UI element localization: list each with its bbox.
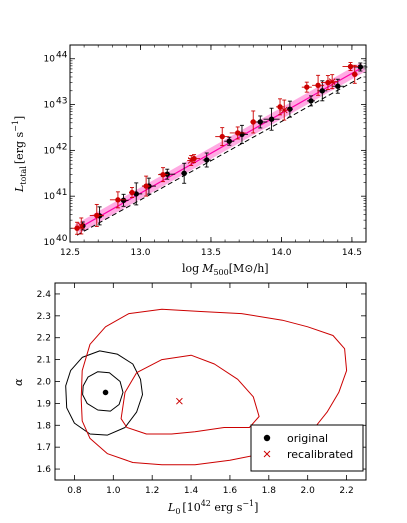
top-plot-frame: [69, 44, 367, 243]
bottom-contours: [65, 308, 348, 466]
top-y-tick-exponent: 41: [56, 188, 67, 198]
recalibrated-x-mark: [77, 222, 85, 230]
top-y-tick-label: 10: [44, 192, 56, 202]
original-point: [120, 197, 127, 204]
recalibrated-best-fit-mark: [176, 397, 183, 405]
top-x-tick-label: 12.5: [60, 248, 80, 258]
top-y-axis-label: Ltotal[erg s−1]: [11, 116, 28, 193]
recalibrated-point: [315, 82, 321, 89]
top-x-tick-label: 13.5: [201, 248, 221, 258]
recalibrated-point: [352, 71, 358, 78]
top-y-tick-exponent: 43: [56, 97, 67, 107]
original-point: [308, 98, 314, 104]
legend-recalibrated-marker: [263, 450, 271, 458]
bottom-x-axis-label: L0 [1042 erg s−1]: [167, 499, 258, 516]
bottom-x-tick-label: 0.8: [67, 486, 82, 496]
recalibrated-point: [277, 104, 283, 110]
original-point: [164, 171, 170, 177]
recalibrated-confidence-contour: [120, 354, 260, 435]
top-y-tick-label: 10: [44, 55, 56, 65]
recalibrated-point: [74, 225, 80, 231]
top-data-marks: [71, 62, 368, 235]
legend: original recalibrated: [250, 424, 364, 472]
recalibrated-x-mark: [280, 106, 288, 114]
legend-box: [250, 424, 364, 472]
bottom-y-tick-label: 1.8: [37, 421, 52, 431]
recalibrated-point: [347, 63, 354, 70]
recalibrated-point: [143, 183, 149, 189]
original-point: [357, 64, 364, 70]
top-x-tick-label: 14.5: [342, 248, 362, 258]
original-point: [319, 88, 326, 94]
bottom-y-tick-label: 2.2: [37, 334, 51, 344]
bottom-x-tick-label: 2.0: [301, 486, 316, 496]
recalibrated-point: [191, 155, 197, 162]
original-point: [287, 106, 293, 112]
bottom-x-tick-label: 1.2: [145, 486, 159, 496]
bottom-y-tick-label: 2.3: [37, 312, 51, 322]
bottom-data-marks: [102, 389, 183, 405]
top-x-tick-label: 14.0: [271, 248, 291, 258]
original-point: [257, 119, 263, 125]
original-confidence-contour: [82, 371, 124, 412]
top-x-tick-label: 13.0: [130, 248, 150, 258]
original-point: [204, 157, 210, 163]
top-y-tick-label: 10: [44, 101, 56, 111]
bottom-x-tick-label: 1.6: [223, 486, 238, 496]
top-y-tick-exponent: 44: [56, 51, 68, 61]
top-y-tick-exponent: 42: [56, 142, 67, 152]
bottom-axis-ticks: 0.8 1.0 1.2 1.4 1.6 1.8 2.0 2.2 1.6 1.7 1.8 1.9 2.0 2…: [37, 283, 366, 496]
recalibrated-point: [304, 84, 310, 90]
bottom-y-tick-label: 2.0: [37, 378, 52, 388]
bottom-x-tick-label: 1.4: [184, 486, 199, 496]
recalibrated-x-mark: [328, 78, 336, 86]
recalibrated-point: [94, 212, 100, 219]
original-confidence-contour: [65, 350, 143, 436]
bottom-x-tick-label: 1.8: [262, 486, 277, 496]
top-dashed-relation: [76, 75, 364, 236]
legend-original-marker: [263, 434, 271, 442]
top-y-tick-label: 10: [44, 238, 56, 248]
bottom-y-axis-label: α: [12, 378, 25, 386]
bottom-x-tick-label: 1.0: [106, 486, 121, 496]
bottom-y-tick-label: 2.4: [37, 290, 52, 300]
legend-recalibrated-label: recalibrated: [287, 448, 353, 461]
bottom-panel: 0.8 1.0 1.2 1.4 1.6 1.8 2.0 2.2 1.6 1.7 1.8 1.9 2.0 2…: [12, 282, 367, 516]
bottom-y-tick-label: 1.6: [37, 465, 52, 475]
recalibrated-point: [129, 189, 135, 196]
bottom-x-tick-label: 2.2: [339, 486, 353, 496]
bottom-y-tick-label: 1.9: [37, 399, 52, 409]
bottom-y-tick-label: 2.1: [37, 356, 51, 366]
recalibrated-point: [115, 197, 121, 203]
recalibrated-point: [235, 130, 241, 136]
bottom-y-tick-label: 1.7: [37, 443, 51, 453]
recalibrated-point: [219, 133, 225, 140]
original-point: [226, 138, 232, 144]
recalibrated-point: [250, 119, 256, 125]
top-x-axis-label: log M500[M⊙/h]: [182, 262, 269, 277]
recalibrated-confidence-contour: [80, 308, 348, 466]
original-point: [335, 83, 341, 89]
dashed-relation-line: [76, 75, 364, 236]
original-point: [268, 116, 275, 122]
recalibrated-x-mark: [187, 157, 195, 164]
top-y-tick-label: 10: [44, 146, 56, 156]
original-point: [181, 170, 187, 176]
original-best-fit-point: [102, 389, 109, 396]
top-y-tick-exponent: 40: [56, 234, 68, 244]
recalibrated-point: [160, 171, 166, 178]
legend-original-label: original: [287, 432, 328, 445]
